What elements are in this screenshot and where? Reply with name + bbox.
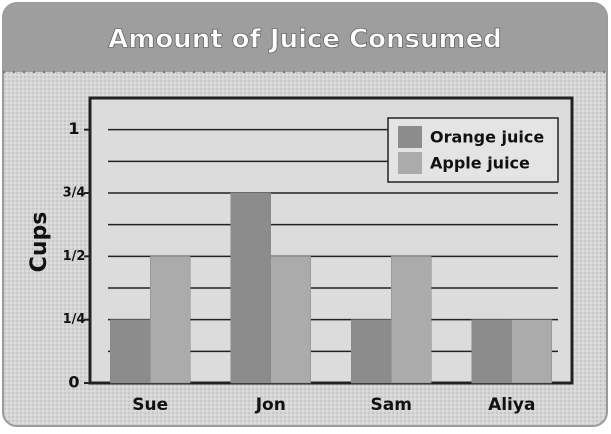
x-tick-label: Sam <box>371 395 412 415</box>
y-tick-label: 0 <box>68 373 79 392</box>
title-banner <box>3 3 607 72</box>
legend-label: Orange juice <box>430 128 544 147</box>
legend-label: Apple juice <box>430 154 530 173</box>
bar <box>230 192 271 384</box>
y-axis-label: Cups <box>27 212 52 273</box>
bar <box>150 256 191 384</box>
bar <box>351 319 392 384</box>
legend-swatch <box>398 152 422 174</box>
y-tick-label: 1/4 <box>63 312 86 327</box>
legend-swatch <box>398 126 422 148</box>
bar <box>391 256 432 384</box>
bar <box>471 319 512 384</box>
x-tick-label: Sue <box>132 395 168 415</box>
y-tick-label: 1 <box>68 119 79 138</box>
x-tick-label: Aliya <box>488 395 535 415</box>
y-tick-label: 1/2 <box>63 249 86 264</box>
bar <box>511 319 552 384</box>
y-tick-label: 3/4 <box>63 186 86 201</box>
x-tick-label: Jon <box>255 395 286 415</box>
bar <box>270 256 311 384</box>
bar <box>110 319 151 384</box>
chart-title: Amount of Juice Consumed <box>108 25 502 55</box>
